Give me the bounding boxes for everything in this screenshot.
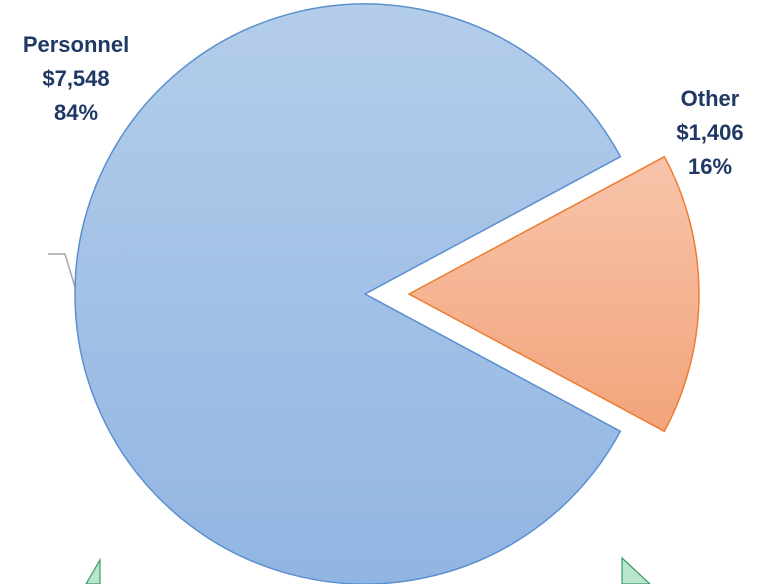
slice-label-other-name: Other	[680, 86, 740, 111]
arrow-decoration-left	[85, 557, 101, 584]
slice-label-personnel-percent: 84%	[53, 100, 99, 125]
arrow-decoration-right	[621, 556, 651, 584]
leader-line	[48, 253, 79, 298]
slice-label-personnel-name: Personnel	[22, 32, 130, 57]
slice-label-personnel: Personnel $7,548 84%	[16, 28, 136, 130]
slice-label-personnel-value: $7,548	[42, 66, 110, 91]
slice-label-other: Other $1,406 16%	[650, 82, 759, 184]
slice-label-other-value: $1,406	[676, 120, 744, 145]
slice-label-other-percent: 16%	[687, 154, 733, 179]
pie-slice-personnel	[74, 3, 622, 584]
pie-slice-other	[407, 155, 700, 433]
